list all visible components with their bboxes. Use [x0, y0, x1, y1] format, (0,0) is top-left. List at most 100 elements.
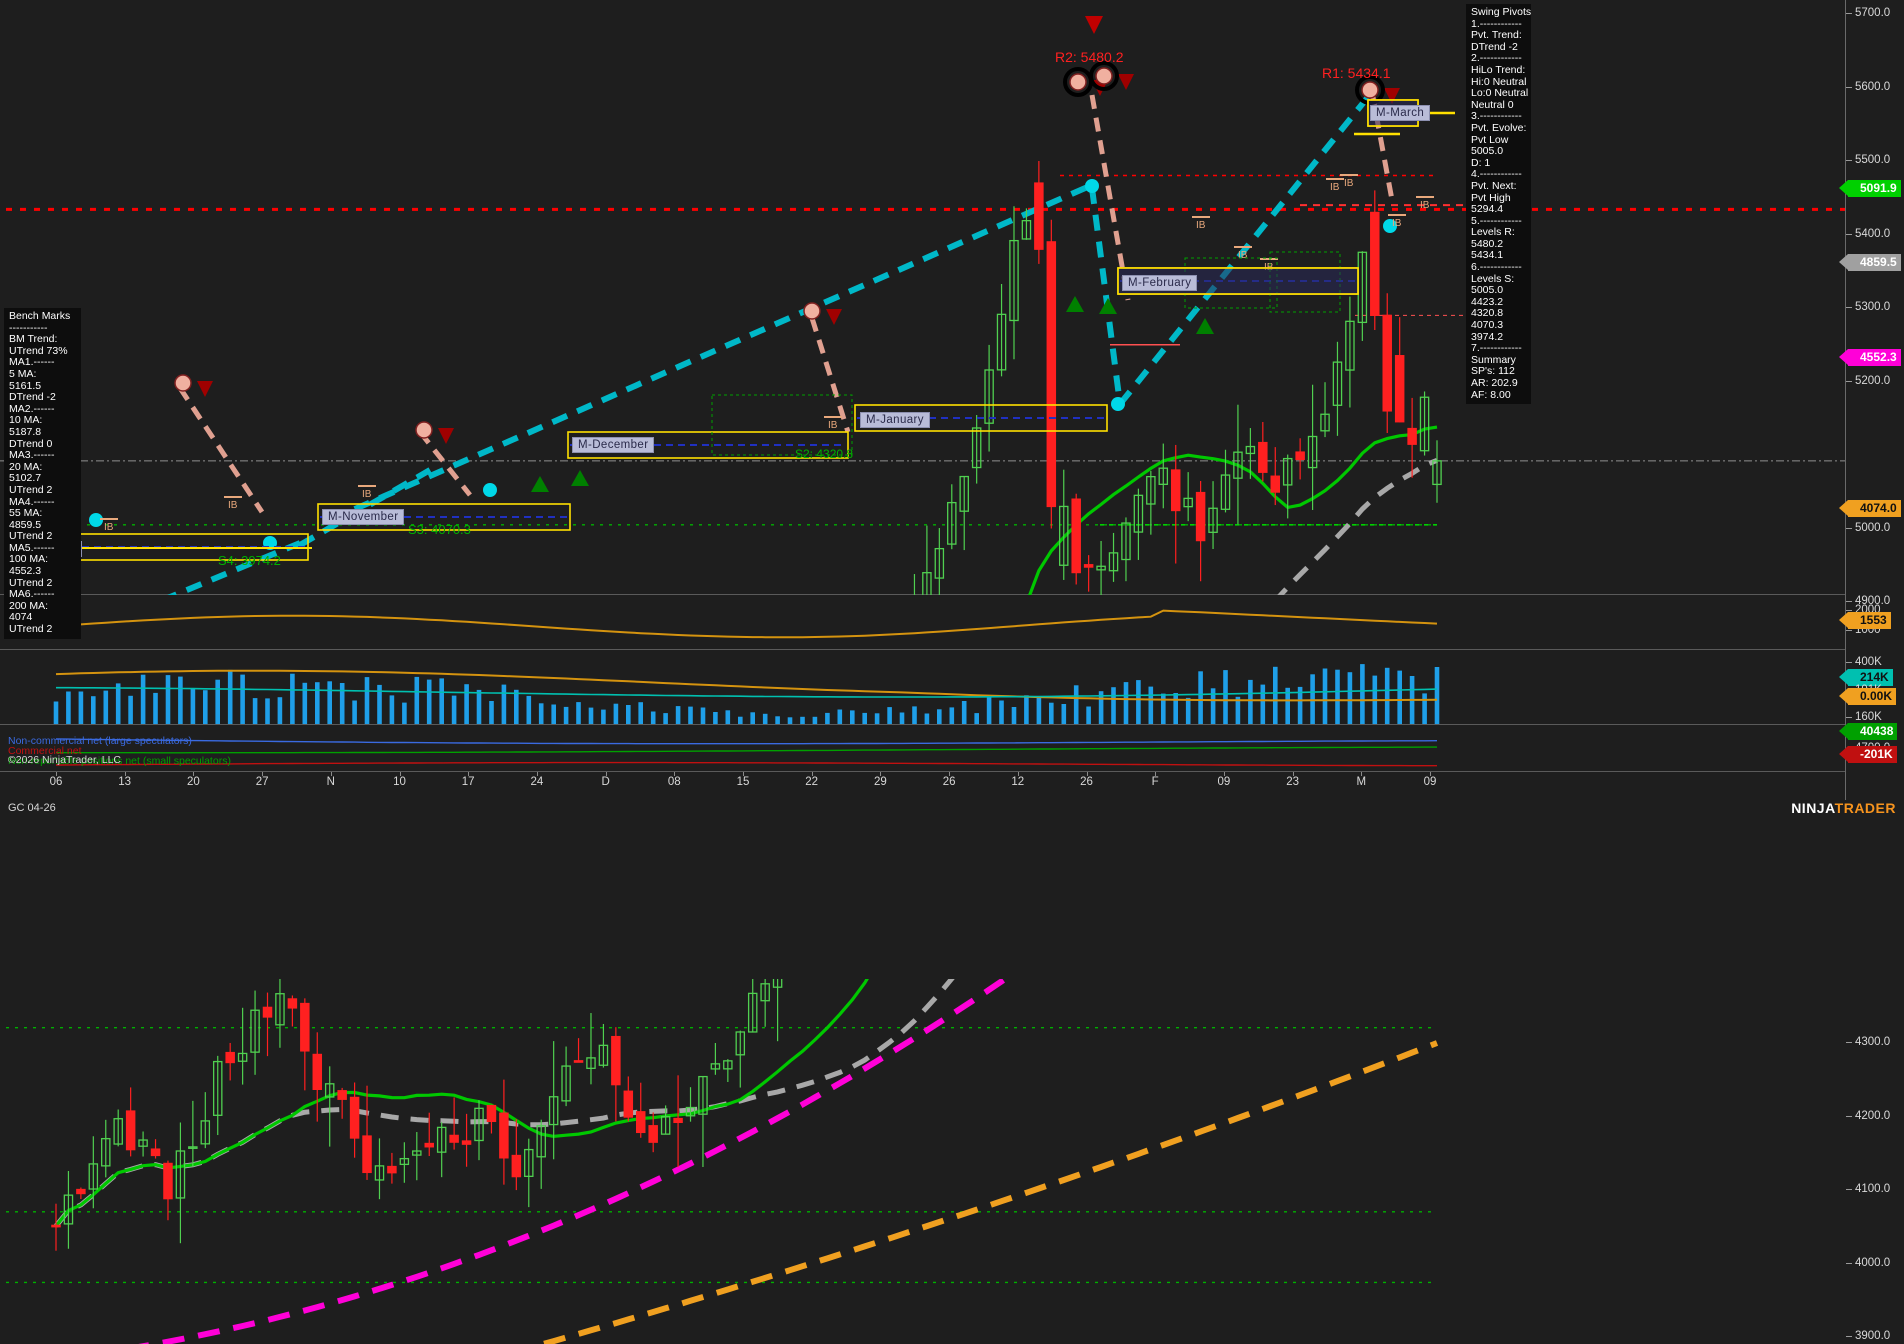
time-axis-label: 20 — [186, 776, 200, 788]
volume-bar — [128, 695, 133, 724]
tick-mark — [1846, 717, 1852, 718]
indicator-price-tag[interactable]: -201K — [1839, 746, 1897, 763]
volume-bar — [700, 707, 706, 724]
candle-body — [1320, 413, 1330, 432]
price-tick-label: 5600.0 — [1855, 80, 1891, 93]
candle-body — [449, 1134, 459, 1143]
time-axis-label: 12 — [1011, 776, 1025, 788]
swing-pivot-row: Pvt Low — [1471, 133, 1509, 146]
price-tag-0[interactable]: 5091.9 — [1839, 180, 1901, 197]
candle-body — [349, 1096, 360, 1139]
candle-body — [1233, 451, 1243, 479]
trend-line-cyan — [328, 182, 1094, 523]
time-axis-label: 09 — [1217, 776, 1231, 788]
indicator-price-tag[interactable]: 1553 — [1839, 612, 1891, 629]
volume-bar — [339, 683, 345, 724]
volume-bar — [1322, 668, 1328, 724]
candle-body — [996, 313, 1007, 371]
swing-pivot-row: 3974.2 — [1471, 330, 1504, 343]
time-axis-label: 23 — [1286, 776, 1299, 788]
volume-bar — [1422, 693, 1427, 724]
price-tick: 3900.0 — [1846, 1330, 1904, 1344]
time-tick-mark — [1361, 772, 1363, 776]
candle-body — [1332, 361, 1343, 406]
volume-bar — [402, 702, 407, 724]
volume-bar — [1073, 685, 1079, 724]
pivot-high-marker — [1069, 73, 1087, 91]
volume-bar — [302, 682, 308, 724]
swing-pivot-row: 3.------------ — [1471, 110, 1522, 123]
price-tick-label: 5000.0 — [1855, 521, 1891, 534]
volume-bar — [999, 700, 1004, 724]
volume-bar — [825, 712, 830, 724]
bench-mark-row: 4074 — [9, 611, 33, 624]
volume-bar — [501, 684, 507, 724]
time-tick-mark — [1017, 772, 1019, 776]
candle-body — [1295, 451, 1305, 461]
month-label-4: M-February — [1122, 275, 1198, 291]
candle-body — [486, 1104, 497, 1123]
price-tick: 5500.0 — [1846, 154, 1904, 168]
swing-pivot-row: 5005.0 — [1471, 145, 1504, 158]
indicator-pane-cot[interactable]: Non-commercial net (large speculators) C… — [0, 725, 1845, 772]
volume-bar — [414, 676, 420, 724]
price-tag-2[interactable]: 4552.3 — [1839, 349, 1901, 366]
tick-mark — [1846, 86, 1852, 88]
time-axis-label: 17 — [461, 776, 475, 788]
volume-bar — [1384, 667, 1390, 724]
swing-pivot-row: 1.------------ — [1471, 17, 1522, 30]
volume-bar — [1397, 670, 1402, 724]
pattern-box — [711, 394, 853, 456]
volume-bar — [489, 701, 494, 724]
volume-bar — [924, 713, 930, 724]
volume-bar — [426, 679, 432, 724]
indicator-pane-volatility[interactable] — [0, 595, 1845, 650]
indicator-price-tag[interactable]: 214K — [1839, 669, 1893, 686]
ma200-line — [532, 1040, 1439, 1344]
swing-pivot-row: AF: 8.00 — [1471, 388, 1511, 401]
indicator-pane-volume[interactable] — [0, 650, 1845, 725]
pivot-highlight-circle — [1089, 61, 1119, 91]
candle-body — [51, 1224, 61, 1228]
time-tick-mark — [330, 772, 332, 776]
pivot-low-marker — [483, 483, 497, 497]
tick-mark — [1846, 1336, 1852, 1337]
volume-bar — [1223, 670, 1228, 724]
time-tick-mark — [605, 772, 607, 776]
bench-mark-row: DTrend -2 — [9, 391, 56, 404]
volatility-line — [55, 609, 1438, 639]
down-arrow-icon — [1384, 88, 1400, 104]
price-tick-label: 4900.0 — [1855, 595, 1891, 607]
volume-bar — [1024, 695, 1029, 724]
candle-body — [362, 1135, 372, 1174]
volume-bar — [327, 681, 332, 724]
price-tag-1[interactable]: 4859.5 — [1839, 254, 1901, 271]
indicator-price-tag[interactable]: 40438 — [1839, 723, 1898, 740]
price-pane[interactable]: IBIBIBIBIBIBIBIBIBIBIBR2: 5480.2R1: 5434… — [0, 0, 1845, 1344]
bench-mark-row: 20 MA: — [9, 460, 43, 473]
price-tag-3[interactable]: 4074.0 — [1839, 500, 1901, 517]
price-axis[interactable]: 5700.0 5600.0 5500.0 5400.0 5300.0 5200.0 5000… — [1839, 0, 1904, 1342]
volume-bar — [215, 679, 220, 724]
bench-marks-divider: ----------- — [9, 321, 48, 334]
volume-bar — [961, 701, 967, 724]
volume-bar — [1173, 693, 1178, 724]
volatility-svg — [55, 609, 1438, 639]
up-arrow-icon — [1196, 318, 1214, 334]
swing-pivot-row: Pvt. Trend: — [1471, 29, 1522, 42]
candle-body — [611, 1035, 621, 1086]
volume-bar — [514, 689, 519, 724]
bench-mark-row: MA1.------ — [9, 356, 55, 369]
pivot-low-marker — [1085, 179, 1099, 193]
swing-pivot-row: Pvt. Next: — [1471, 179, 1517, 192]
candle-body — [648, 1125, 658, 1143]
candle-body — [287, 998, 298, 1009]
tick-mark — [1846, 1189, 1852, 1190]
swing-pivot-row: Pvt. Evolve: — [1471, 121, 1527, 134]
brand-ninja: NINJA — [1791, 800, 1835, 816]
time-axis-label: M — [1356, 776, 1367, 788]
candle-body — [1133, 494, 1144, 533]
volume-bar — [1098, 691, 1104, 724]
indicator-price-tag[interactable]: 0.00K — [1839, 688, 1897, 705]
